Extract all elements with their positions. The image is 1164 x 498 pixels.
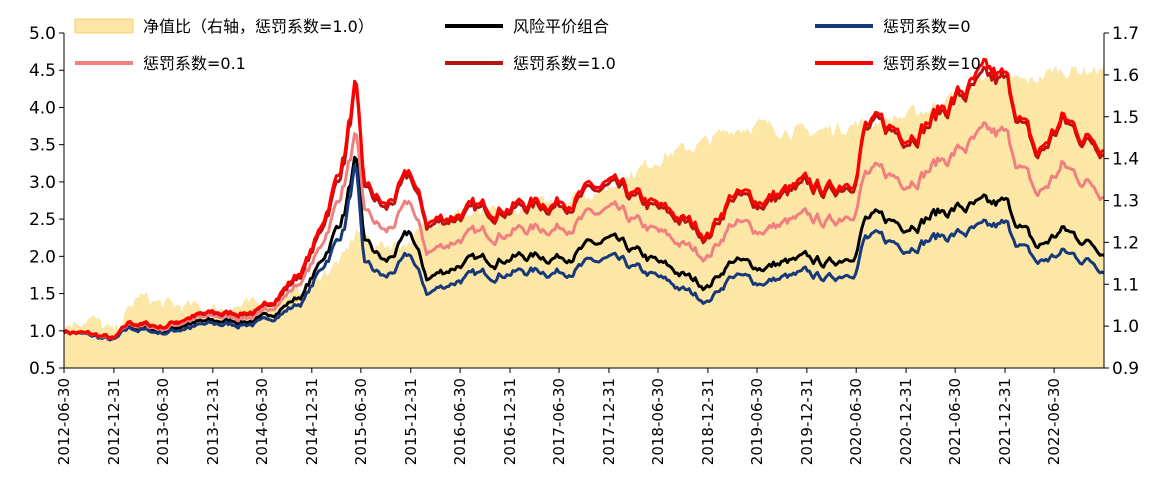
x-tick-label: 2018-12-31 <box>699 378 717 465</box>
y-right-tick-label: 0.9 <box>1112 359 1139 379</box>
legend-penalty-10-label: 惩罚系数=10 <box>883 54 981 73</box>
line-layer <box>62 57 1105 342</box>
y-left-tick-label: 1.0 <box>29 322 56 342</box>
x-tick-label: 2017-06-30 <box>550 378 568 465</box>
y-left-tick-label: 1.5 <box>29 285 56 305</box>
y-left-tick-label: 3.5 <box>29 136 56 156</box>
y-left-tick-label: 4.5 <box>29 61 56 81</box>
y-left-tick-label: 2.0 <box>29 247 56 267</box>
y-left-tick-label: 5.0 <box>29 24 56 44</box>
y-left-tick-label: 4.0 <box>29 98 56 118</box>
x-tick-label: 2015-12-31 <box>402 378 420 465</box>
x-tick-label: 2014-06-30 <box>253 378 271 465</box>
legend: 净值比（右轴，惩罚系数=1.0） 风险平价组合 惩罚系数=0 惩罚系数=0.1 惩罚系数… <box>74 17 981 73</box>
y-right-tick-label: 1.4 <box>1112 150 1139 170</box>
y-right-tick-label: 1.3 <box>1112 192 1139 212</box>
x-tick-label: 2020-12-31 <box>897 378 915 465</box>
y-right-tick-label: 1.1 <box>1112 275 1139 295</box>
y-right-tick-label: 1.6 <box>1112 66 1139 86</box>
x-tick-label: 2012-06-30 <box>55 378 73 465</box>
x-tick-label: 2015-06-30 <box>352 378 370 465</box>
legend-risk-parity-label: 风险平价组合 <box>513 17 609 36</box>
legend-penalty-1-0-label: 惩罚系数=1.0 <box>513 54 616 73</box>
x-tick-label: 2014-12-31 <box>303 378 321 465</box>
y-right-tick-label: 1.2 <box>1112 233 1139 253</box>
x-tick-label: 2017-12-31 <box>600 378 618 465</box>
legend-penalty-0-1-label: 惩罚系数=0.1 <box>143 54 246 73</box>
x-tick-label: 2018-06-30 <box>649 378 667 465</box>
area-series-net-value-ratio <box>63 64 1105 369</box>
x-tick-label: 2020-06-30 <box>847 378 865 465</box>
y-right-tick-label: 1.5 <box>1112 108 1139 128</box>
x-tick-label: 2019-06-30 <box>748 378 766 465</box>
x-tick-label: 2021-12-31 <box>996 378 1014 465</box>
x-tick-label: 2013-12-31 <box>204 378 222 465</box>
legend-net-value-ratio-swatch <box>74 18 134 34</box>
y-left-tick-label: 2.5 <box>29 210 56 230</box>
legend-net-value-ratio-label: 净值比（右轴，惩罚系数=1.0） <box>143 17 374 36</box>
y-left-tick-label: 0.5 <box>29 359 56 379</box>
x-tick-label: 2012-12-31 <box>105 378 123 465</box>
line-penalty-0-1 <box>62 121 1105 340</box>
area-layer <box>63 64 1105 369</box>
y-right-tick-label: 1.7 <box>1112 24 1139 44</box>
x-tick-label: 2021-06-30 <box>946 378 964 465</box>
line-risk-parity <box>63 155 1105 341</box>
x-tick-label: 2016-12-31 <box>501 378 519 465</box>
x-tick-label: 2019-12-31 <box>798 378 816 465</box>
line-penalty-10 <box>62 57 1105 340</box>
y-left-tick-label: 3.0 <box>29 173 56 193</box>
x-tick-label: 2013-06-30 <box>154 378 172 465</box>
legend-penalty-0-label: 惩罚系数=0 <box>883 17 971 36</box>
line-penalty-0 <box>62 164 1105 342</box>
axis-layer: 0.5 1.0 1.5 2.0 2.5 3.0 3.5 4.0 4.5 5.0 0.9 1.0 1.1 1… <box>29 24 1139 465</box>
y-right-tick-label: 1.0 <box>1112 317 1139 337</box>
x-tick-label: 2016-06-30 <box>451 378 469 465</box>
x-tick-label: 2022-06-30 <box>1045 378 1063 465</box>
